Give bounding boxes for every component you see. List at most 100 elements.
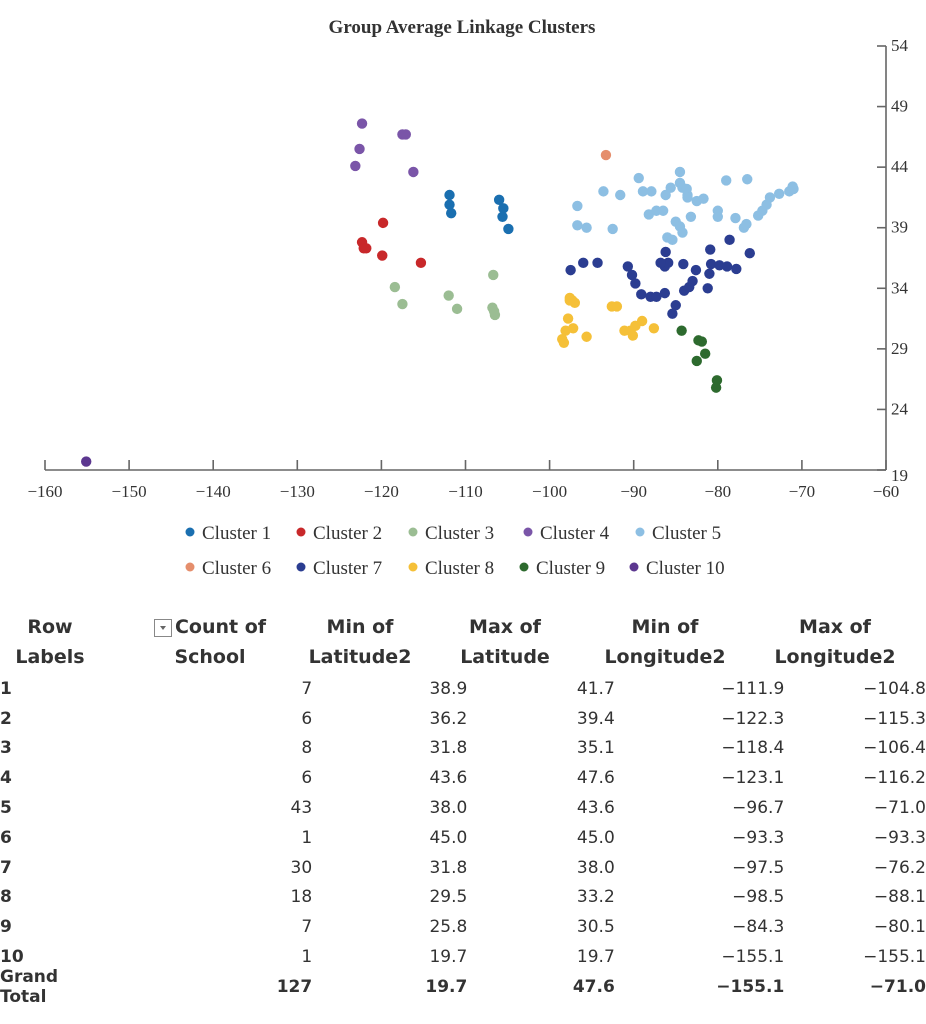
table-row: 4 6 43.6 47.6 −123.1 −116.2 xyxy=(0,763,926,793)
header-line2: School xyxy=(174,646,246,668)
data-point xyxy=(662,257,674,269)
count-of-school-cell: 7 xyxy=(301,678,313,699)
max-latitude-cell: 38.0 xyxy=(576,857,615,878)
max-longitude2-cell: −71.0 xyxy=(869,976,926,997)
data-point xyxy=(626,269,638,281)
count-of-school-cell: 1 xyxy=(301,947,313,968)
data-point xyxy=(389,281,401,293)
data-point xyxy=(498,203,509,214)
data-point xyxy=(497,211,508,223)
table-row: 2 6 36.2 39.4 −122.3 −115.3 xyxy=(0,704,926,734)
row-label-cell[interactable]: 8 xyxy=(0,887,12,908)
row-label-cell[interactable]: 9 xyxy=(0,917,12,938)
count-of-school-cell: 6 xyxy=(301,768,313,789)
data-point xyxy=(699,348,711,359)
min-latitude2-cell: 25.8 xyxy=(429,917,468,938)
data-point xyxy=(651,291,662,302)
data-point xyxy=(636,315,648,327)
max-latitude-cell: 39.4 xyxy=(576,708,615,729)
max-longitude2-cell: −76.2 xyxy=(873,857,926,878)
min-latitude2-cell: 45.0 xyxy=(429,827,468,848)
row-label-cell[interactable]: 4 xyxy=(0,768,12,789)
data-point xyxy=(560,325,571,336)
data-point xyxy=(503,223,514,235)
min-longitude2-cell: −111.9 xyxy=(721,678,785,699)
max-longitude2-cell: −116.2 xyxy=(863,768,926,789)
row-label-cell[interactable]: Grand Total xyxy=(0,966,59,1007)
legend-item: Cluster 5 xyxy=(635,523,721,544)
legend-label: Cluster 10 xyxy=(646,558,725,579)
min-latitude2-cell: 38.0 xyxy=(429,798,468,819)
data-point xyxy=(660,246,671,258)
data-point xyxy=(705,258,717,270)
max-longitude2-cell: −88.1 xyxy=(873,887,926,908)
table-row: 1 7 38.9 41.7 −111.9 −104.8 xyxy=(0,674,926,704)
data-point xyxy=(742,174,753,185)
y-tick-label: 39 xyxy=(891,218,908,237)
legend-item: Cluster 7 xyxy=(296,558,382,579)
data-point xyxy=(578,257,589,269)
x-tick-label: −150 xyxy=(112,482,147,501)
table-row: 6 1 45.0 45.0 −93.3 −93.3 xyxy=(0,823,926,853)
legend-item: Cluster 1 xyxy=(185,523,271,544)
x-tick-label: −90 xyxy=(620,482,647,501)
min-latitude2-cell: 43.6 xyxy=(429,768,468,789)
min-longitude2-cell: −98.5 xyxy=(732,887,785,908)
data-point xyxy=(677,227,688,238)
data-point xyxy=(721,175,732,186)
row-label-cell[interactable]: 7 xyxy=(0,857,12,878)
series-5 xyxy=(572,166,799,246)
series-7 xyxy=(565,234,755,319)
max-longitude2-cell: −71.0 xyxy=(873,798,926,819)
pivot-table: Row Labels Count of School Min of Latitu… xyxy=(0,612,926,1007)
filter-dropdown-icon[interactable] xyxy=(153,618,172,637)
series-10 xyxy=(81,456,92,467)
y-tick-label: 29 xyxy=(891,339,908,358)
data-point xyxy=(488,306,500,317)
header-line2: Latitude xyxy=(460,646,550,668)
series-3 xyxy=(389,269,501,321)
legend-label: Cluster 4 xyxy=(540,523,610,544)
data-point xyxy=(592,257,603,269)
data-point xyxy=(696,336,708,347)
row-label-cell[interactable]: 1 xyxy=(0,678,12,699)
data-point xyxy=(607,223,618,235)
row-label-cell[interactable]: 2 xyxy=(0,708,12,729)
min-latitude2-cell: 19.7 xyxy=(425,976,468,997)
data-point xyxy=(451,303,463,315)
min-longitude2-cell: −96.7 xyxy=(732,798,785,819)
legend-marker xyxy=(185,527,195,537)
header-line1: Max of xyxy=(799,616,871,638)
data-point xyxy=(682,192,693,203)
row-label-cell[interactable]: 6 xyxy=(0,827,12,848)
count-of-school-cell: 7 xyxy=(301,917,313,938)
legend-marker xyxy=(185,562,195,572)
x-tick-label: −120 xyxy=(364,482,399,501)
y-tick-label: 54 xyxy=(891,36,909,55)
data-point xyxy=(655,257,666,269)
pivot-header-row: Row Labels Count of School Min of Latitu… xyxy=(0,612,926,674)
legend-item: Cluster 10 xyxy=(629,558,725,579)
data-point xyxy=(444,189,455,201)
max-latitude-cell: 47.6 xyxy=(572,976,615,997)
min-latitude2-cell: 31.8 xyxy=(429,738,468,759)
row-label-cell[interactable]: 3 xyxy=(0,738,12,759)
row-label-cell[interactable]: 5 xyxy=(0,798,12,819)
min-longitude2-cell: −93.3 xyxy=(732,827,785,848)
x-tick-label: −140 xyxy=(196,482,231,501)
max-latitude-cell: 30.5 xyxy=(576,917,615,938)
data-point xyxy=(691,355,702,367)
y-tick-label: 19 xyxy=(891,466,908,485)
data-point xyxy=(400,129,411,140)
data-point xyxy=(377,250,388,261)
legend-label: Cluster 3 xyxy=(425,523,494,544)
max-longitude2-cell: −93.3 xyxy=(873,827,926,848)
series-8 xyxy=(557,292,660,348)
row-label-cell[interactable]: 10 xyxy=(0,947,24,968)
header-line2: Labels xyxy=(15,646,85,668)
legend: Cluster 1 Cluster 2 Cluster 3 Cluster 4 Clus… xyxy=(185,523,725,579)
data-point xyxy=(633,172,644,184)
series-4 xyxy=(350,118,419,178)
legend-marker xyxy=(296,527,306,537)
table-row: 3 8 31.8 35.1 −118.4 −106.4 xyxy=(0,734,926,764)
